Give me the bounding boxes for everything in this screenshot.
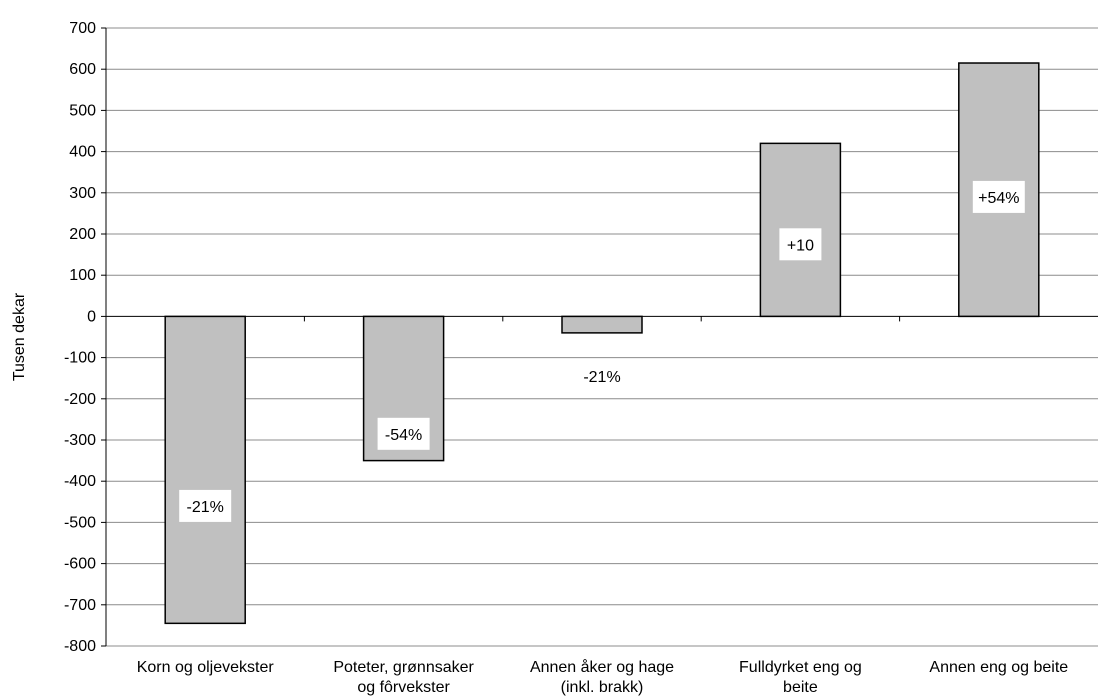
category-label: Annen eng og beite	[929, 659, 1068, 676]
y-tick-label: 400	[69, 144, 96, 161]
y-tick-label: -300	[64, 432, 96, 449]
axes	[101, 27, 1098, 647]
y-tick-label: -500	[64, 514, 96, 531]
data-label: -21%	[187, 499, 224, 516]
data-label-box	[377, 417, 430, 450]
data-label: -54%	[385, 427, 422, 444]
data-label-box	[576, 360, 628, 393]
y-tick-label: -400	[64, 473, 96, 490]
y-tick-label: 700	[69, 20, 96, 37]
y-tick-label: 200	[69, 226, 96, 243]
category-label: Poteter, grønnsaker og fôrvekster	[333, 659, 474, 696]
y-tick-label: 500	[69, 102, 96, 119]
y-tick-label: 600	[69, 61, 96, 78]
data-label: -21%	[583, 369, 620, 386]
y-tick-label: -600	[64, 556, 96, 573]
y-tick-labels: -800 -700 -600 -500 -400 -300 -200 -100 0 100 200 3…	[64, 20, 96, 655]
gridlines	[106, 27, 1098, 647]
y-tick-label: 0	[87, 308, 96, 325]
data-label: +10	[787, 237, 814, 254]
y-axis-title: Tusen dekar	[11, 292, 28, 381]
y-tick-label: 100	[69, 267, 96, 284]
y-tick-label: -700	[64, 597, 96, 614]
category-label: Korn og oljevekster	[137, 659, 275, 676]
bar	[561, 315, 643, 334]
y-tick-label: 300	[69, 185, 96, 202]
y-tick-label: -800	[64, 638, 96, 655]
category-label: Annen åker og hage (inkl. brakk)	[530, 658, 674, 696]
category-label: Fulldyrket eng og beite	[739, 659, 862, 696]
category-labels: Korn og oljevekster Poteter, grønnsaker og…	[137, 658, 1069, 696]
data-label-box	[972, 180, 1025, 213]
data-label: +54%	[978, 190, 1019, 207]
y-tick-label: -100	[64, 350, 96, 367]
data-label-box	[179, 489, 232, 522]
data-label-box	[779, 228, 822, 261]
y-tick-label: -200	[64, 391, 96, 408]
bars	[164, 62, 1040, 625]
data-labels: -21% -54% -21% +10 +54%	[179, 180, 1025, 522]
bar	[164, 315, 246, 625]
